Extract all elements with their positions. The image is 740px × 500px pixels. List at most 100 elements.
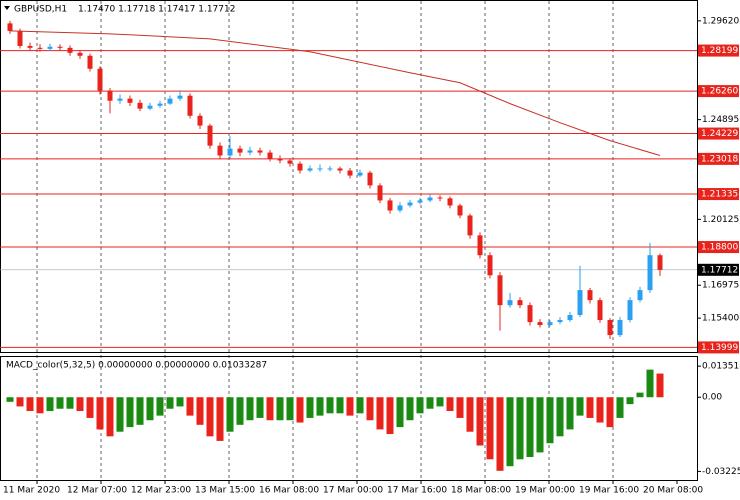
x-tick-label: 17 Mar 00:00: [323, 486, 383, 496]
macd-bar: [556, 397, 564, 437]
macd-bar: [486, 397, 494, 460]
macd-bar: [586, 397, 594, 418]
level-label: 1.24229: [701, 129, 738, 139]
x-tick-label: 12 Mar 07:00: [67, 486, 127, 496]
macd-bar: [46, 397, 54, 412]
level-tag: [698, 85, 739, 98]
macd-bar: [596, 397, 604, 423]
symbol: GBPUSD,H1: [14, 5, 67, 15]
candle-body: [477, 235, 483, 256]
level-tag: [698, 44, 739, 57]
macd-bar: [376, 397, 384, 430]
main-frame: [0, 0, 698, 353]
macd-bar: [216, 397, 224, 441]
candle-body: [187, 95, 193, 116]
candle-body: [557, 320, 563, 323]
macd-bar: [626, 397, 634, 405]
macd-bar: [106, 397, 114, 437]
candle-body: [97, 68, 103, 91]
collapse-icon[interactable]: [4, 6, 10, 10]
macd-bar: [196, 397, 204, 425]
candle-body: [217, 145, 223, 156]
x-tick-label: 11 Mar 2020: [3, 486, 60, 496]
candle-body: [197, 115, 203, 126]
macd-bar: [396, 397, 404, 428]
macd-bar: [36, 397, 44, 414]
y-tick-label: 1.20125: [702, 215, 739, 225]
x-tick-label: 19 Mar 16:00: [579, 486, 639, 496]
macd-tick-label: 0.00: [702, 393, 722, 403]
macd-bar: [616, 397, 624, 418]
price-label: 1.17712: [701, 265, 738, 275]
candle-body: [47, 46, 53, 49]
macd-bar: [406, 397, 414, 421]
candle-body: [357, 172, 363, 176]
level-label: 1.26260: [701, 87, 738, 97]
candle-body: [607, 320, 613, 336]
candle-body: [587, 290, 593, 301]
macd-bar: [606, 397, 614, 428]
macd-bar: [366, 397, 374, 421]
candle-body: [367, 172, 373, 186]
candle-body: [247, 150, 253, 153]
candle-body: [127, 98, 133, 103]
level-label: 1.13999: [701, 343, 738, 353]
macd-bar: [386, 397, 394, 435]
candle-body: [447, 198, 453, 206]
y-tick-label: 1.15400: [702, 314, 739, 324]
macd-bar: [516, 397, 524, 460]
macd-bar: [446, 397, 454, 412]
level-tag: [698, 152, 739, 165]
candle-body: [277, 158, 283, 161]
macd-bar: [286, 397, 294, 421]
level-label: 1.21335: [701, 190, 738, 200]
macd-title: MACD_color(5,32,5) 0.00000000 0.00000000…: [6, 361, 267, 371]
candle-body: [637, 290, 643, 301]
candle-body: [227, 148, 233, 156]
candle-body: [167, 98, 173, 104]
level-label: 1.23018: [701, 154, 738, 164]
candle-body: [537, 322, 543, 326]
macd-bar: [76, 397, 84, 412]
candle-body: [467, 215, 473, 236]
candle-body: [37, 47, 43, 49]
candle-body: [567, 314, 573, 321]
candle-body: [417, 200, 423, 203]
x-tick-label: 19 Mar 00:00: [515, 486, 575, 496]
level-label: 1.18800: [701, 243, 738, 253]
macd-bar: [26, 397, 34, 412]
macd-bar: [346, 397, 354, 416]
candle-body: [297, 163, 303, 171]
macd-bar: [336, 397, 344, 414]
macd-bar: [136, 397, 144, 425]
candle-body: [67, 47, 73, 53]
macd-bar: [496, 397, 504, 471]
candle-body: [527, 305, 533, 323]
macd-bar: [116, 397, 124, 432]
candle-body: [517, 300, 523, 306]
candle-body: [177, 95, 183, 99]
candle-body: [307, 168, 313, 171]
candle-body: [7, 23, 13, 31]
macd-bar: [96, 397, 104, 430]
candle-body: [657, 255, 663, 270]
macd-bar: [656, 373, 664, 398]
candle-body: [647, 255, 653, 291]
y-tick-label: 1.16975: [702, 281, 739, 291]
macd-bar: [456, 397, 464, 418]
macd-bar: [176, 397, 184, 407]
macd-bar: [266, 397, 274, 421]
macd-bar: [526, 397, 534, 458]
macd-bar: [566, 397, 574, 430]
level-tag: [698, 188, 739, 201]
y-tick-label: 1.24895: [702, 115, 739, 125]
macd-bar: [326, 397, 334, 414]
macd-bar: [126, 397, 134, 428]
x-tick-label: 18 Mar 08:00: [451, 486, 511, 496]
level-tag: [698, 127, 739, 140]
macd-tick-label: -0.032258: [702, 467, 740, 477]
candle-body: [627, 300, 633, 321]
macd-bar: [296, 397, 304, 423]
candle-body: [427, 197, 433, 201]
candle-body: [457, 205, 463, 216]
